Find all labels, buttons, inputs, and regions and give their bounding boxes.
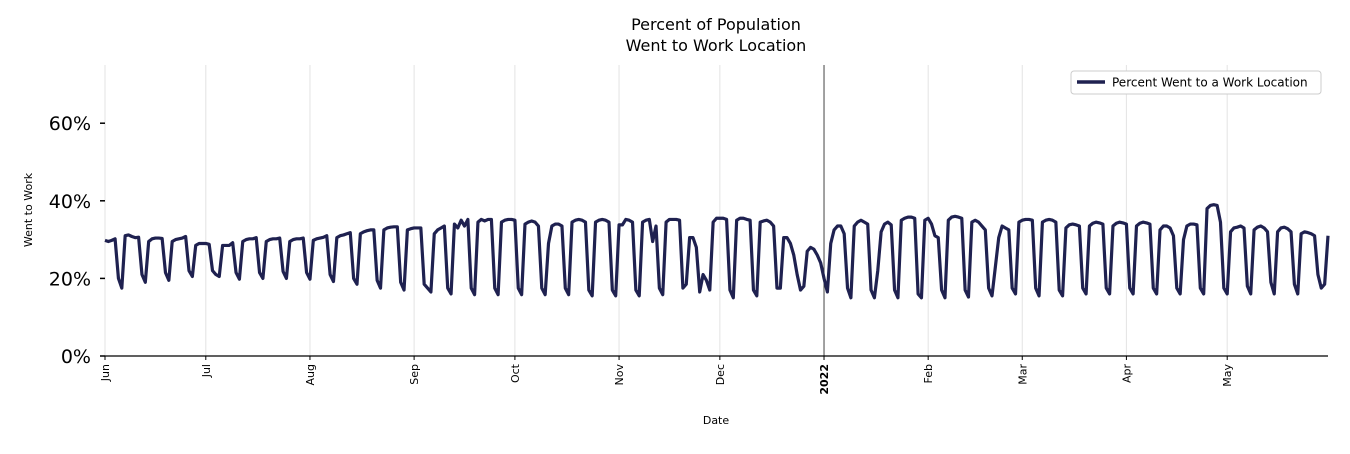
x-axis-label: Date bbox=[703, 414, 730, 427]
y-axis: 0% 20% 40% 60% bbox=[49, 113, 105, 368]
x-tick-label: May bbox=[1221, 364, 1234, 387]
x-tick-label: 2022 bbox=[818, 364, 831, 395]
x-tick-label: Sep bbox=[408, 364, 421, 385]
x-tick-label: Jul bbox=[200, 364, 213, 378]
x-tick-label: Nov bbox=[613, 364, 626, 386]
legend-label: Percent Went to a Work Location bbox=[1112, 76, 1308, 90]
series-line bbox=[104, 203, 1330, 300]
y-axis-label: Went to Work bbox=[22, 172, 35, 247]
x-tick-label: Feb bbox=[922, 364, 935, 383]
y-tick-label: 0% bbox=[61, 346, 91, 368]
y-tick-label: 60% bbox=[49, 113, 91, 135]
series-lines bbox=[104, 203, 1330, 300]
x-tick-label: Oct bbox=[509, 363, 522, 383]
y-tick-label: 20% bbox=[49, 268, 91, 290]
legend-box bbox=[1070, 70, 1322, 95]
x-tick-label: Aug bbox=[304, 364, 317, 385]
chart-title-line-2: Went to Work Location bbox=[626, 36, 807, 55]
gridlines bbox=[104, 65, 1228, 356]
x-tick-label: Jun bbox=[99, 364, 112, 382]
x-tick-label: Apr bbox=[1120, 364, 1133, 384]
chart-title-line-1: Percent of Population bbox=[631, 15, 801, 34]
x-tick-label: Dec bbox=[714, 364, 727, 385]
x-tick-label: Mar bbox=[1016, 364, 1029, 385]
legend: Percent Went to a Work Location bbox=[1070, 70, 1322, 95]
y-tick-label: 40% bbox=[49, 191, 91, 213]
x-axis: Jun Jul Aug Sep Oct Nov Dec 2022 Feb Mar Apr May bbox=[99, 356, 1234, 395]
